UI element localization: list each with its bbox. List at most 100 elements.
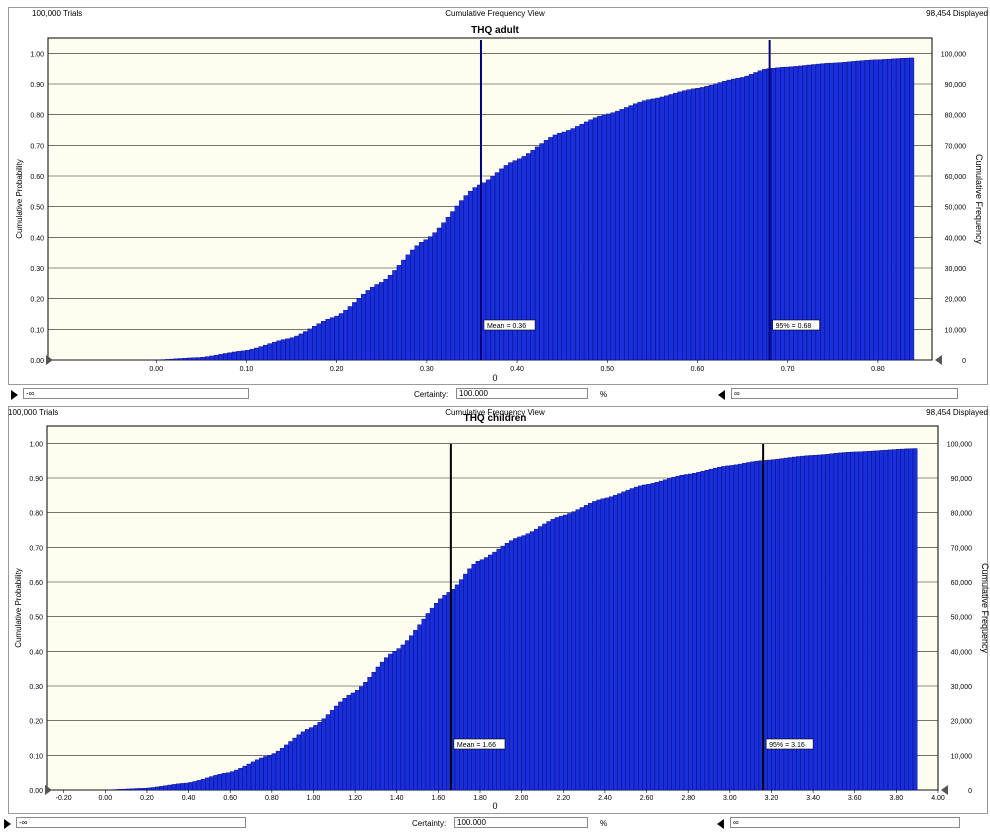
cdf-bar	[483, 557, 489, 791]
cdf-bar	[276, 340, 282, 361]
right-value-field[interactable]	[730, 817, 960, 828]
cdf-bar	[338, 701, 343, 791]
cdf-bar	[271, 753, 277, 791]
x-tick-label: 0.20	[140, 795, 154, 802]
cdf-bar	[579, 507, 585, 791]
cdf-bar	[681, 90, 687, 361]
cdf-bar	[329, 710, 335, 791]
cdf-bar	[363, 682, 368, 791]
cdf-bar	[490, 176, 496, 361]
cdf-bar	[735, 78, 741, 361]
cdf-bar	[846, 452, 851, 791]
cdf-bar	[641, 100, 647, 361]
x-tick-label: 0.40	[510, 366, 524, 373]
cdf-bar	[862, 451, 868, 791]
cdf-bar	[583, 505, 589, 791]
cdf-bar	[496, 548, 502, 791]
cdf-bar	[712, 467, 718, 791]
x-tick-label: 2.60	[640, 795, 654, 802]
cdf-bar	[633, 486, 639, 791]
cdf-bar	[445, 217, 451, 361]
cdf-bar	[846, 61, 852, 361]
cdf-bar	[196, 357, 202, 361]
cdf-bar	[671, 477, 676, 791]
certainty-field[interactable]	[454, 817, 588, 828]
cdf-bar	[334, 705, 339, 791]
y2-tick-label: 0	[962, 358, 966, 365]
cdf-bar	[663, 479, 668, 791]
right-value-field[interactable]	[731, 388, 958, 399]
cdf-bar	[300, 731, 306, 791]
cdf-bar	[820, 63, 826, 361]
cdf-bar	[548, 137, 554, 361]
cdf-bar	[298, 333, 304, 361]
trials-count: 100,000 Trials	[32, 9, 83, 18]
cdf-bar	[508, 162, 514, 361]
cdf-bar	[677, 91, 683, 361]
cdf-bar	[596, 499, 601, 791]
cdf-bar	[533, 528, 539, 791]
left-value-field[interactable]	[16, 817, 246, 828]
y2-tick-label: 10,000	[951, 753, 973, 760]
x-tick-label: 2.80	[681, 795, 695, 802]
cumulative-chart-adult: THQ adult 0.00 0 0.10 10,000 0.20 20,000 0.30 30…	[15, 25, 984, 383]
right-grabber-icon[interactable]	[717, 819, 724, 829]
cdf-bar	[746, 462, 751, 791]
y2-tick-label: 60,000	[945, 174, 967, 181]
cdf-bar	[882, 59, 888, 361]
right-grabber-icon[interactable]	[718, 390, 725, 400]
x-tick-label: 0.80	[265, 795, 279, 802]
cdf-bar	[313, 725, 318, 791]
left-grabber-icon[interactable]	[4, 819, 11, 829]
cdf-bar	[441, 222, 447, 361]
cdf-bar	[432, 232, 438, 361]
cdf-bar	[664, 95, 670, 361]
cdf-bar	[625, 489, 631, 791]
cdf-bar	[737, 463, 743, 791]
cdf-bar	[371, 671, 377, 791]
cdf-bar	[592, 501, 597, 791]
cdf-bar	[383, 279, 389, 361]
cdf-bar	[471, 564, 477, 791]
marker-label: 95% = 3.16	[769, 742, 805, 749]
cdf-bar	[583, 121, 589, 361]
cdf-bar	[369, 286, 375, 361]
cdf-bar	[725, 465, 731, 791]
left-grabber-icon[interactable]	[11, 390, 18, 400]
cdf-bar	[869, 59, 875, 361]
cdf-bar	[354, 690, 360, 791]
cdf-bar	[374, 284, 380, 361]
cdf-bar	[597, 115, 603, 361]
x-tick-label: 2.20	[556, 795, 570, 802]
x-tick-label: 0.70	[781, 366, 795, 373]
cdf-bar	[188, 782, 193, 791]
cdf-bar	[829, 453, 835, 791]
cdf-bar	[217, 774, 223, 791]
cdf-bar	[321, 718, 327, 791]
certainty-field[interactable]	[456, 388, 588, 399]
cdf-bar	[604, 497, 610, 791]
cdf-bar	[900, 58, 906, 361]
y-tick-label: 0.90	[29, 476, 43, 483]
cdf-bar	[155, 786, 160, 791]
cdf-bar	[205, 777, 210, 791]
cdf-bar	[171, 784, 177, 791]
x-tick-label: 1.20	[348, 795, 362, 802]
cdf-bar	[601, 114, 607, 361]
cdf-bar	[138, 788, 143, 791]
left-value-field[interactable]	[23, 388, 249, 399]
cdf-bar	[421, 618, 427, 791]
cdf-bar	[359, 686, 364, 791]
cdf-bar	[646, 484, 651, 791]
cdf-bar	[303, 331, 308, 361]
cdf-bar	[788, 66, 794, 361]
cdf-bar	[775, 67, 781, 361]
cdf-bar	[883, 449, 889, 791]
cdf-bar	[400, 644, 406, 791]
y2-tick-label: 90,000	[945, 82, 967, 89]
cdf-bar	[900, 448, 905, 791]
y2-tick-label: 100,000	[941, 51, 966, 58]
cdf-bar	[316, 323, 322, 361]
y-tick-label: 0.60	[30, 174, 44, 181]
percent-label: %	[600, 819, 608, 828]
